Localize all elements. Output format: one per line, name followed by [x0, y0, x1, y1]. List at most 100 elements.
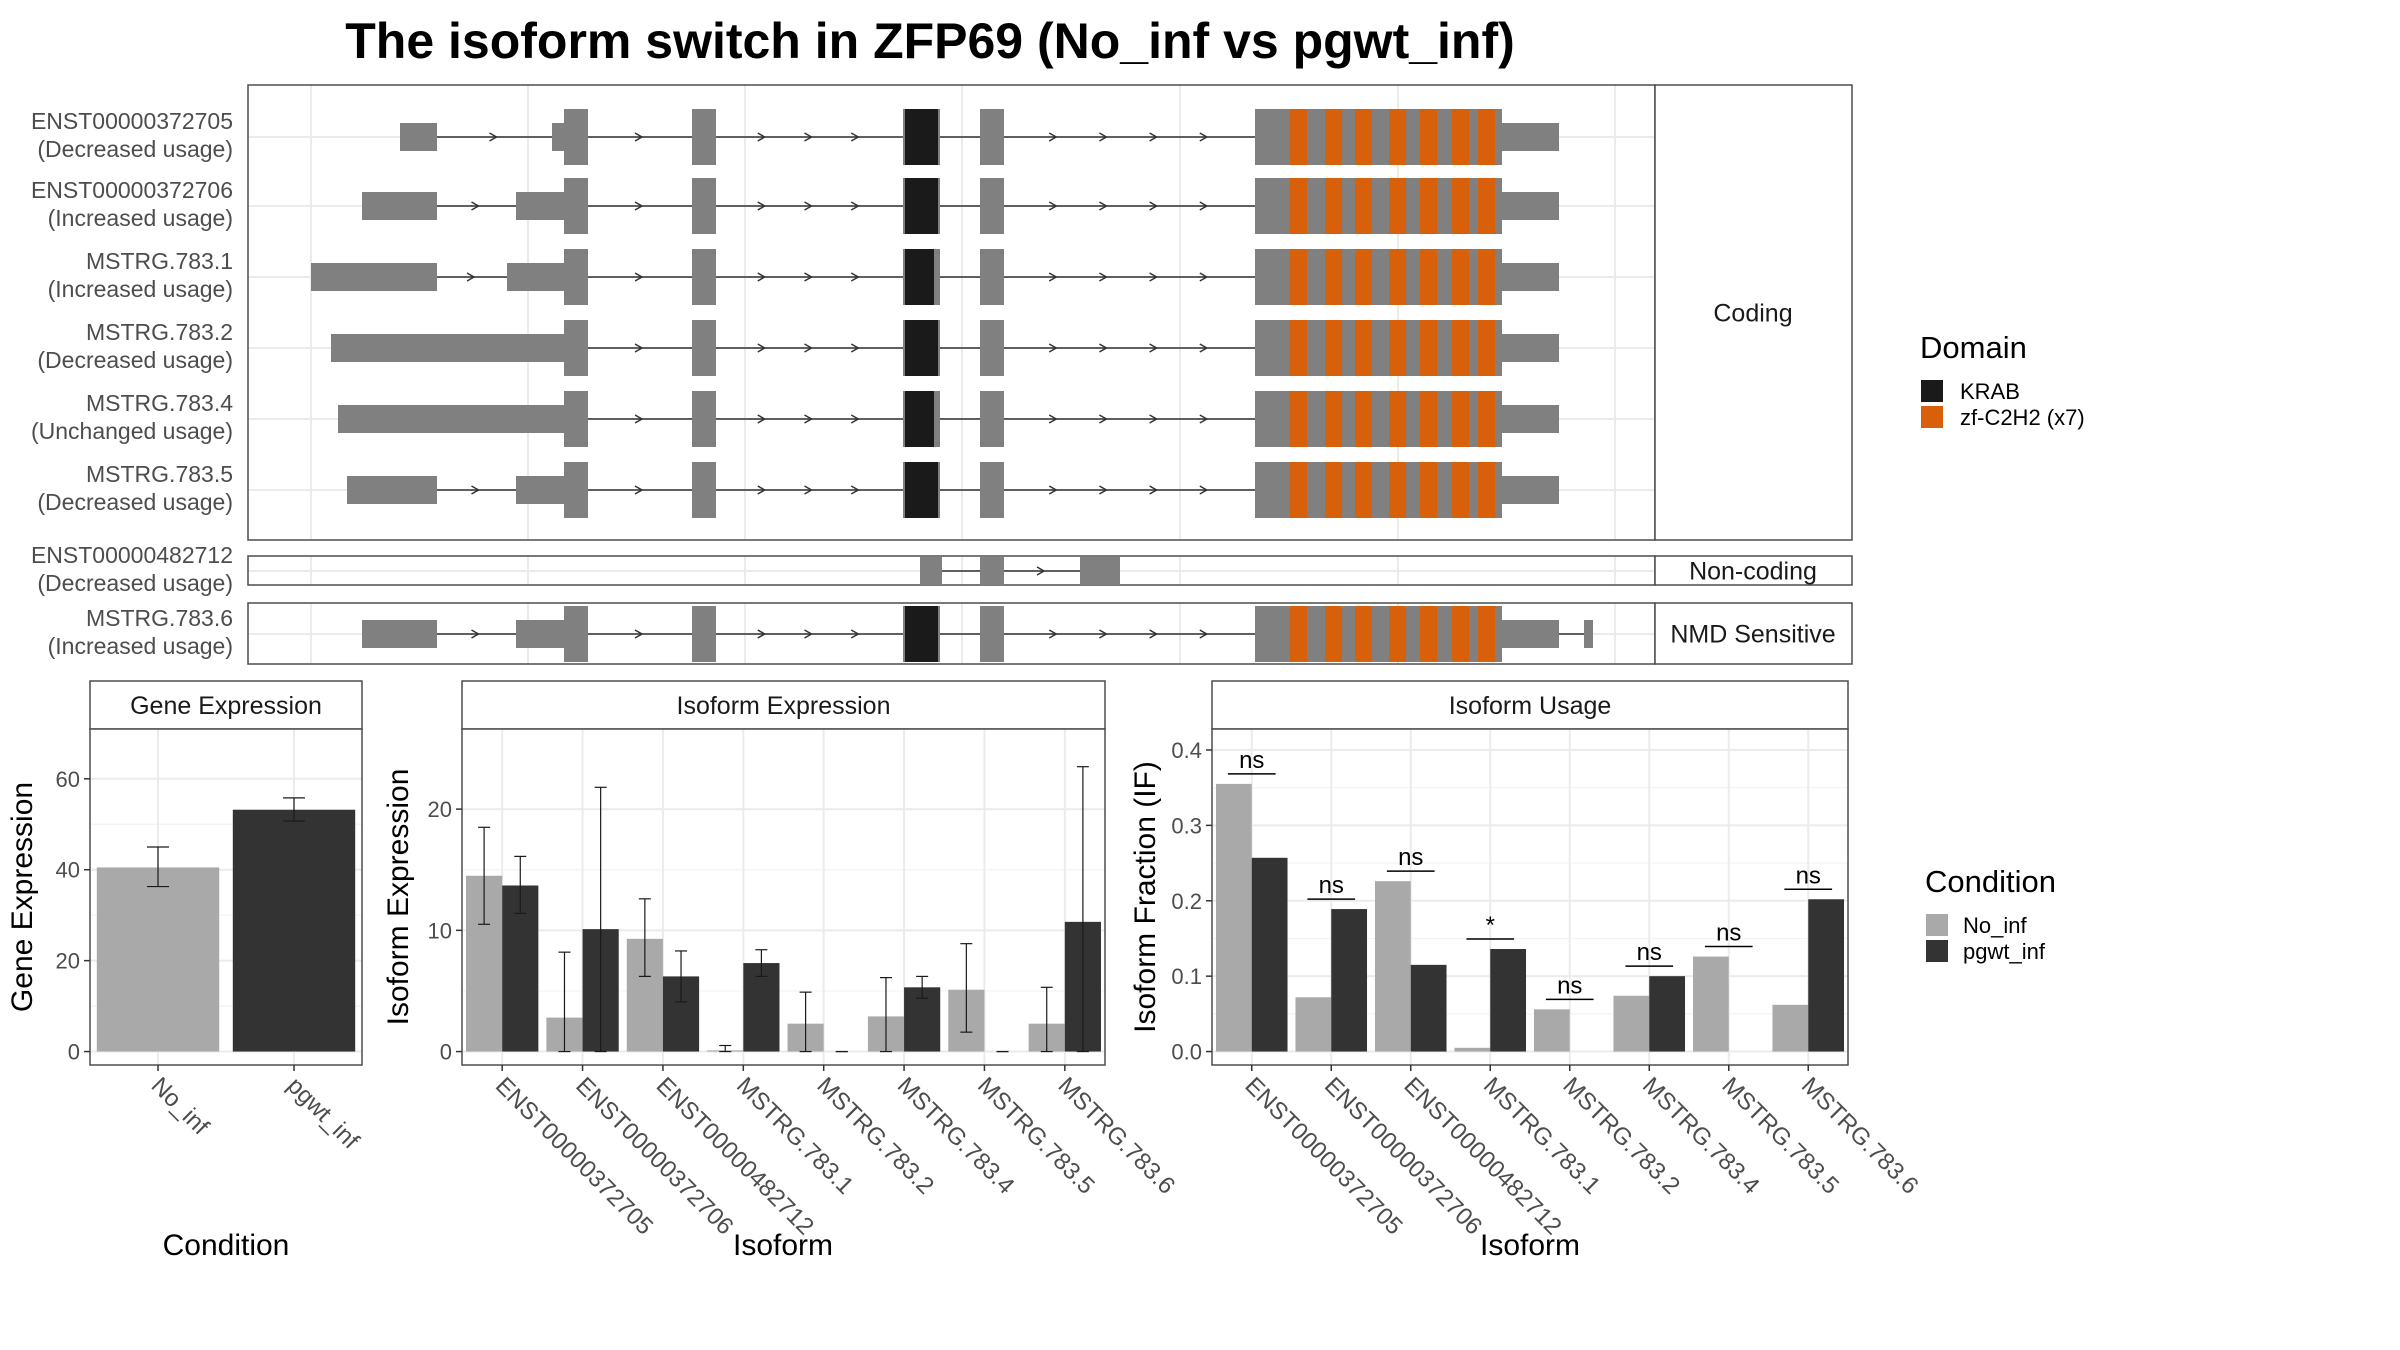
arrow-icon: [471, 485, 481, 495]
zf-domain: [1420, 249, 1437, 305]
arrow-icon: [1048, 201, 1058, 211]
zf-domain: [1389, 606, 1406, 662]
chart-panel-bg: [462, 729, 1105, 1065]
arrow-icon: [1199, 272, 1209, 282]
condition-legend-title: Condition: [1925, 864, 2056, 899]
bar-No_inf: [1374, 881, 1411, 1052]
arrow-icon: [850, 485, 860, 495]
domain-legend-label: KRAB: [1960, 379, 2020, 404]
exon-block: [1080, 557, 1120, 585]
zf-domain: [1355, 320, 1372, 376]
arrow-icon: [757, 272, 767, 282]
bar-pgwt_inf: [232, 809, 356, 1052]
arrow-icon: [471, 201, 481, 211]
zf-domain: [1290, 109, 1307, 165]
chart-strip: [1211, 680, 1849, 730]
arrow-icon: [804, 201, 814, 211]
y-tick-label: 0: [440, 1040, 452, 1065]
exon-block: [311, 263, 437, 291]
transcript-label: ENST00000482712: [31, 542, 233, 568]
arrow-icon: [850, 132, 860, 142]
transcript-label: MSTRG.783.5: [86, 461, 233, 487]
arrow-icon: [804, 132, 814, 142]
transcript-usage-label: (Increased usage): [48, 276, 233, 302]
exon-block: [980, 109, 1004, 165]
arrow-icon: [850, 201, 860, 211]
exon-block: [692, 462, 716, 518]
y-tick-label: 20: [428, 797, 452, 822]
chart-strip: [89, 680, 363, 730]
arrow-icon: [1149, 629, 1159, 639]
arrow-icon: [804, 414, 814, 424]
y-axis-title: Gene Expression: [6, 782, 39, 1012]
exon-block: [1502, 620, 1559, 648]
arrow-icon: [1048, 343, 1058, 353]
arrow-icon: [850, 629, 860, 639]
krab-domain: [905, 606, 938, 662]
exon-block: [347, 476, 437, 504]
exon-block: [692, 249, 716, 305]
exon-block: [1502, 123, 1559, 151]
domain-legend-swatch: [1921, 406, 1943, 428]
x-tick-label: ENST00000372706: [570, 1072, 738, 1240]
arrow-icon: [471, 629, 481, 639]
transcript-usage-label: (Decreased usage): [37, 489, 233, 515]
bar-pgwt_inf: [1410, 964, 1447, 1052]
x-axis-title: Isoform: [1480, 1229, 1580, 1262]
zf-domain: [1290, 462, 1307, 518]
arrow-icon: [634, 201, 644, 211]
krab-domain: [905, 178, 938, 234]
structure-strip: [1654, 602, 1853, 665]
y-tick-label: 0.1: [1171, 964, 1202, 989]
x-axis-title: Isoform: [733, 1229, 833, 1262]
y-tick-label: 0.0: [1171, 1040, 1202, 1065]
exon-block: [362, 620, 437, 648]
significance-label: ns: [1796, 862, 1821, 889]
krab-domain: [905, 391, 934, 447]
exon-block: [516, 620, 566, 648]
zf-domain: [1452, 462, 1469, 518]
arrow-icon: [1149, 414, 1159, 424]
zf-domain: [1478, 178, 1495, 234]
exon-block: [980, 557, 1004, 585]
arrow-icon: [1099, 629, 1108, 639]
chart-panel-frame: [1211, 728, 1849, 1066]
krab-domain: [905, 249, 934, 305]
transcript-usage-label: (Decreased usage): [37, 570, 233, 596]
zf-domain: [1325, 320, 1342, 376]
chart-strip-label: Isoform Usage: [1449, 692, 1612, 720]
arrow-icon: [489, 132, 499, 142]
transcript-structure-panel: Coding Non-coding NMD Sensitive ENST0000037…: [31, 84, 1853, 665]
exon-block: [1584, 620, 1593, 648]
significance-label: ns: [1319, 872, 1344, 899]
zf-domain: [1420, 320, 1437, 376]
zf-domain: [1420, 178, 1437, 234]
significance-label: *: [1486, 912, 1495, 939]
arrow-icon: [1199, 485, 1209, 495]
zf-domain: [1420, 109, 1437, 165]
significance-label: ns: [1716, 920, 1741, 947]
exon-block: [564, 109, 588, 165]
chart-panel-frame: [461, 728, 1106, 1066]
zf-domain: [1420, 391, 1437, 447]
domain-legend-label: zf-C2H2 (x7): [1960, 405, 2085, 430]
exon-block: [564, 249, 588, 305]
arrow-icon: [757, 201, 767, 211]
zf-domain: [1389, 109, 1406, 165]
zf-domain: [1478, 462, 1495, 518]
chart-strip: [461, 680, 1106, 730]
arrow-icon: [850, 272, 860, 282]
condition-legend-label: pgwt_inf: [1963, 939, 2046, 964]
exon-block: [980, 391, 1004, 447]
arrow-icon: [1048, 272, 1058, 282]
x-tick-label: No_inf: [146, 1072, 214, 1140]
x-tick-label: ENST00000372705: [1240, 1072, 1408, 1240]
y-axis-title: Isoform Fraction (IF): [1129, 761, 1162, 1033]
arrow-icon: [804, 629, 814, 639]
bar-No_inf: [96, 867, 220, 1052]
y-tick-label: 60: [56, 767, 80, 792]
exon-block: [552, 123, 566, 151]
exon-block: [692, 109, 716, 165]
